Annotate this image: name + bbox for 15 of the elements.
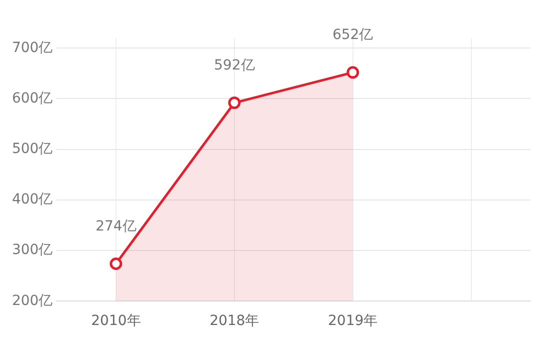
- data-label: 592亿: [214, 57, 255, 74]
- y-tick-label: 400亿: [12, 192, 53, 208]
- x-tick-label: 2018年: [210, 313, 260, 330]
- x-tick-label: 2019年: [328, 313, 378, 330]
- data-label: 652亿: [332, 27, 374, 44]
- y-tick-label: 500亿: [12, 140, 53, 157]
- point: [228, 96, 241, 110]
- y-tick-label: 300亿: [12, 242, 53, 258]
- y-tick-label: 200亿: [12, 292, 53, 309]
- y-tick-label: 600亿: [12, 90, 53, 106]
- y-tick-label: 700亿: [12, 40, 53, 56]
- data-label: 274亿: [96, 218, 136, 234]
- x-tick-label: 2010年: [91, 313, 141, 330]
- point: [346, 66, 360, 79]
- point: [110, 257, 122, 270]
